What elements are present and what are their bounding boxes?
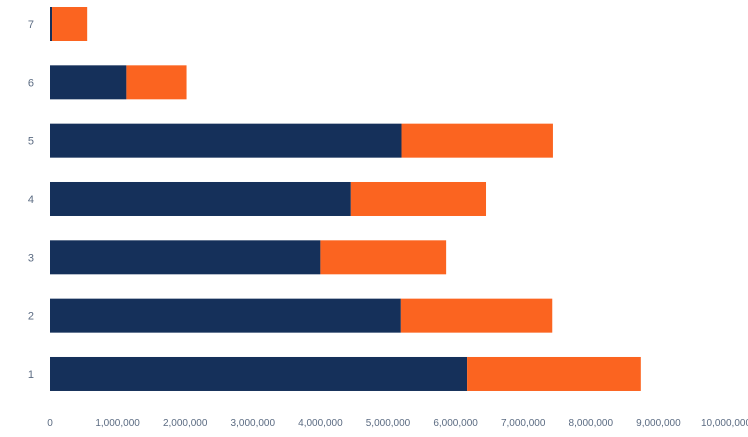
y-tick-label-3: 3 xyxy=(28,252,34,264)
bar-cat-6-series-1 xyxy=(50,65,127,100)
y-tick-label-7: 7 xyxy=(28,19,34,31)
y-tick-label-2: 2 xyxy=(28,311,34,323)
bar-cat-7-series-1 xyxy=(50,7,53,41)
bar-cat-7-series-2 xyxy=(52,7,88,41)
bar-cat-5-series-1 xyxy=(50,123,402,158)
bar-cat-2-series-1 xyxy=(50,298,401,333)
x-axis-tick-labels: 0 1,000,000 2,000,000 3,000,000 4,000,000 5,0… xyxy=(47,418,748,429)
bar-cat-2-series-2 xyxy=(400,298,553,333)
bar-cat-3-series-1 xyxy=(50,240,321,275)
bar-cat-3-series-2 xyxy=(320,240,447,275)
x-tick-label-7: 7,000,000 xyxy=(501,418,546,429)
x-tick-label-6: 6,000,000 xyxy=(433,418,478,429)
bar-cat-4-series-2 xyxy=(350,181,487,216)
y-tick-label-4: 4 xyxy=(28,194,34,206)
y-tick-label-1: 1 xyxy=(28,369,34,381)
x-tick-label-10: 10,000,000 xyxy=(701,418,748,429)
bar-cat-1-series-1 xyxy=(50,356,468,391)
x-tick-label-9: 9,000,000 xyxy=(636,418,681,429)
y-axis-tick-labels: 1 2 3 4 5 6 7 xyxy=(28,19,34,381)
x-tick-label-3: 3,000,000 xyxy=(231,418,276,429)
bar-cat-4-series-1 xyxy=(50,181,351,216)
x-tick-label-4: 4,000,000 xyxy=(298,418,343,429)
x-tick-label-2: 2,000,000 xyxy=(163,418,208,429)
x-tick-label-1: 1,000,000 xyxy=(95,418,140,429)
bar-cat-6-series-2 xyxy=(126,65,187,100)
bars-layer xyxy=(50,7,641,391)
bar-cat-1-series-2 xyxy=(467,356,641,391)
x-tick-label-5: 5,000,000 xyxy=(366,418,411,429)
y-tick-label-5: 5 xyxy=(28,136,34,148)
x-tick-label-0: 0 xyxy=(47,418,53,429)
x-tick-label-8: 8,000,000 xyxy=(569,418,614,429)
bar-cat-5-series-2 xyxy=(401,123,553,158)
y-tick-label-6: 6 xyxy=(28,77,34,89)
